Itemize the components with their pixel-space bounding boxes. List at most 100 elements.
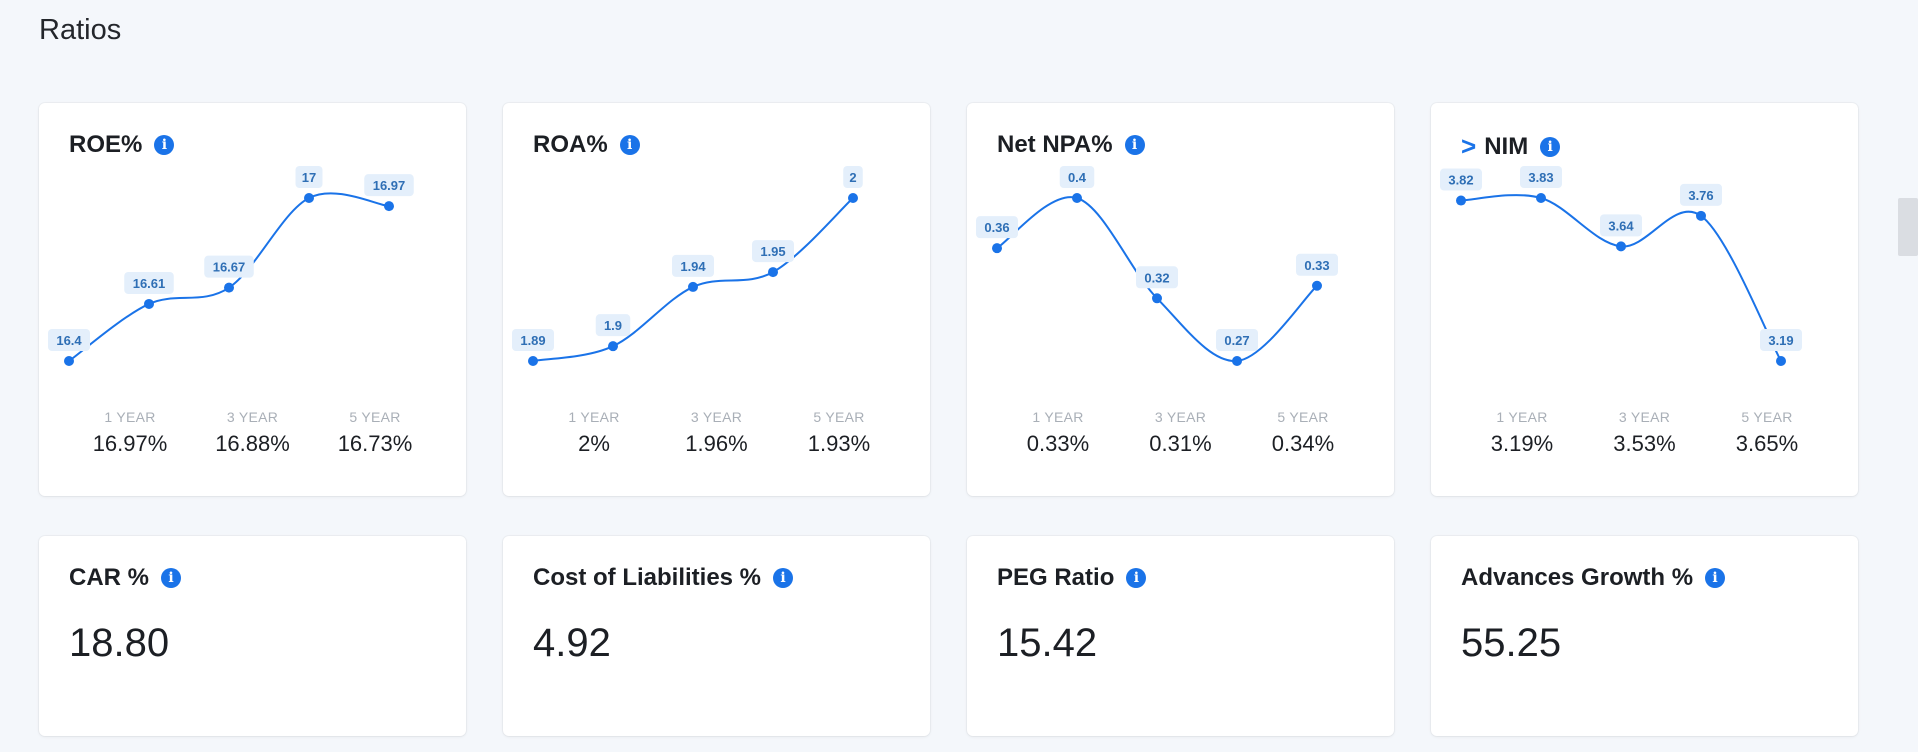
data-label-text: 3.82	[1448, 173, 1473, 188]
data-point[interactable]	[768, 267, 778, 278]
data-label-bg	[843, 166, 863, 188]
info-icon[interactable]: i	[1540, 136, 1561, 157]
data-label-bg	[364, 174, 414, 197]
data-label-bg	[124, 271, 174, 294]
period-3-year: 3 YEAR 3.53%	[1584, 409, 1706, 457]
period-label: 3 YEAR	[226, 409, 279, 425]
period-3-year: 3 YEAR 1.96%	[656, 409, 778, 457]
data-label-text: 16.97	[373, 178, 406, 193]
period-5-year: 5 YEAR 3.65%	[1706, 409, 1828, 457]
data-point[interactable]	[1312, 280, 1322, 291]
data-label-text: 1.89	[520, 333, 545, 348]
cost-of-liabilities-card: Cost of Liabilities % i 4.92	[503, 536, 930, 736]
data-point[interactable]	[1232, 356, 1242, 366]
period-1-year: 1 YEAR 16.97%	[69, 409, 191, 457]
data-label-bg	[512, 329, 554, 351]
advances-growth-card: Advances Growth % i 55.25	[1431, 536, 1858, 736]
info-icon[interactable]: i	[154, 135, 175, 155]
data-point[interactable]	[64, 356, 74, 366]
data-label-text: 1.95	[760, 244, 785, 259]
period-label: 1 YEAR	[1032, 409, 1084, 425]
period-5-year: 5 YEAR 16.73%	[314, 409, 436, 457]
data-point[interactable]	[304, 193, 314, 203]
data-label-text: 2	[849, 170, 856, 185]
data-label-bg	[1600, 214, 1642, 237]
roa-card: ROA% i 1.89 1.9 1.94 1.95 2 1 YEAR 2% 3 YEAR…	[503, 103, 930, 496]
period-3-year: 3 YEAR 0.31%	[1120, 409, 1242, 457]
data-label: 1.89	[512, 329, 554, 351]
period-5-year: 5 YEAR 1.93%	[778, 409, 900, 457]
period-label: 1 YEAR	[104, 409, 156, 425]
data-label-bg	[1440, 168, 1482, 191]
data-label-text: 0.32	[1144, 270, 1169, 285]
data-label: 3.82	[1440, 168, 1482, 191]
data-label-bg	[1760, 329, 1802, 351]
period-1-year: 1 YEAR 0.33%	[997, 409, 1119, 457]
data-label: 16.97	[364, 174, 414, 197]
data-point[interactable]	[384, 201, 394, 212]
data-point[interactable]	[1776, 356, 1786, 366]
data-label-bg	[595, 314, 631, 337]
data-label-text: 0.27	[1224, 333, 1249, 348]
card-value: 4.92	[533, 621, 611, 665]
info-icon[interactable]: i	[1124, 135, 1145, 155]
info-icon[interactable]: i	[161, 568, 182, 588]
info-icon[interactable]: i	[773, 568, 794, 588]
data-point[interactable]	[1536, 193, 1546, 203]
data-point[interactable]	[1072, 193, 1082, 203]
data-point[interactable]	[848, 193, 858, 203]
period-value: 16.73%	[337, 431, 413, 456]
net-npa-card: Net NPA% i 0.36 0.4 0.32 0.27 0.33 1 YEAR 0.…	[967, 103, 1394, 496]
period-1-year: 1 YEAR 2%	[533, 409, 655, 457]
data-label-text: 3.76	[1688, 188, 1713, 203]
info-icon[interactable]: i	[1126, 568, 1147, 588]
series-line	[532, 197, 854, 362]
period-label: 5 YEAR	[1741, 409, 1793, 425]
data-label: 0.36	[976, 216, 1018, 239]
data-point[interactable]	[528, 356, 538, 366]
data-point[interactable]	[608, 341, 618, 352]
data-label-bg	[1136, 266, 1178, 289]
period-label: 5 YEAR	[813, 409, 865, 425]
caret-right-icon[interactable]: >	[1461, 131, 1477, 161]
data-point[interactable]	[1152, 293, 1162, 304]
period-value: 16.88%	[215, 431, 290, 456]
roe-card: ROE% i 16.4 16.61 16.67 17 16.97 1 YEAR 16.9…	[39, 103, 466, 496]
data-point[interactable]	[688, 281, 698, 292]
period-1-year: 1 YEAR 3.19%	[1461, 409, 1583, 457]
data-label: 3.83	[1520, 166, 1562, 188]
data-label-bg	[976, 216, 1018, 239]
period-value: 2%	[578, 431, 610, 456]
period-label: 5 YEAR	[349, 409, 401, 425]
data-point[interactable]	[144, 298, 154, 309]
card-value: 18.80	[69, 621, 170, 665]
data-label-bg	[48, 329, 90, 351]
peg-ratio-card: PEG Ratio i 15.42	[967, 536, 1394, 736]
car-card: CAR % i 18.80	[39, 536, 466, 736]
data-label-bg	[295, 166, 323, 188]
period-label: 3 YEAR	[690, 409, 743, 425]
data-label: 1.94	[672, 254, 714, 277]
card-title: Advances Growth %	[1461, 564, 1694, 591]
nim-card: > NIM i 3.82 3.83 3.64 3.76 3.19 1 YEAR 3.19…	[1431, 103, 1858, 496]
data-point[interactable]	[1456, 195, 1466, 206]
card-title: PEG Ratio	[997, 564, 1115, 591]
data-label-bg	[672, 254, 714, 277]
period-value: 0.31%	[1149, 431, 1212, 456]
card-title: Net NPA%	[997, 131, 1113, 158]
data-point[interactable]	[224, 282, 234, 293]
data-label-bg	[1059, 166, 1095, 188]
info-icon[interactable]: i	[1705, 568, 1726, 588]
data-point[interactable]	[1696, 210, 1706, 221]
scrollbar-thumb[interactable]	[1898, 198, 1918, 256]
data-label-text: 1.94	[680, 259, 706, 274]
section-title: Ratios	[39, 14, 122, 46]
data-label: 0.4	[1059, 166, 1095, 188]
data-label-text: 3.83	[1528, 170, 1553, 185]
data-label-text: 16.67	[213, 260, 246, 275]
data-point[interactable]	[1616, 241, 1626, 252]
period-value: 3.65%	[1735, 431, 1799, 456]
info-icon[interactable]: i	[619, 135, 640, 155]
card-title: NIM	[1484, 132, 1529, 160]
data-point[interactable]	[992, 243, 1002, 254]
